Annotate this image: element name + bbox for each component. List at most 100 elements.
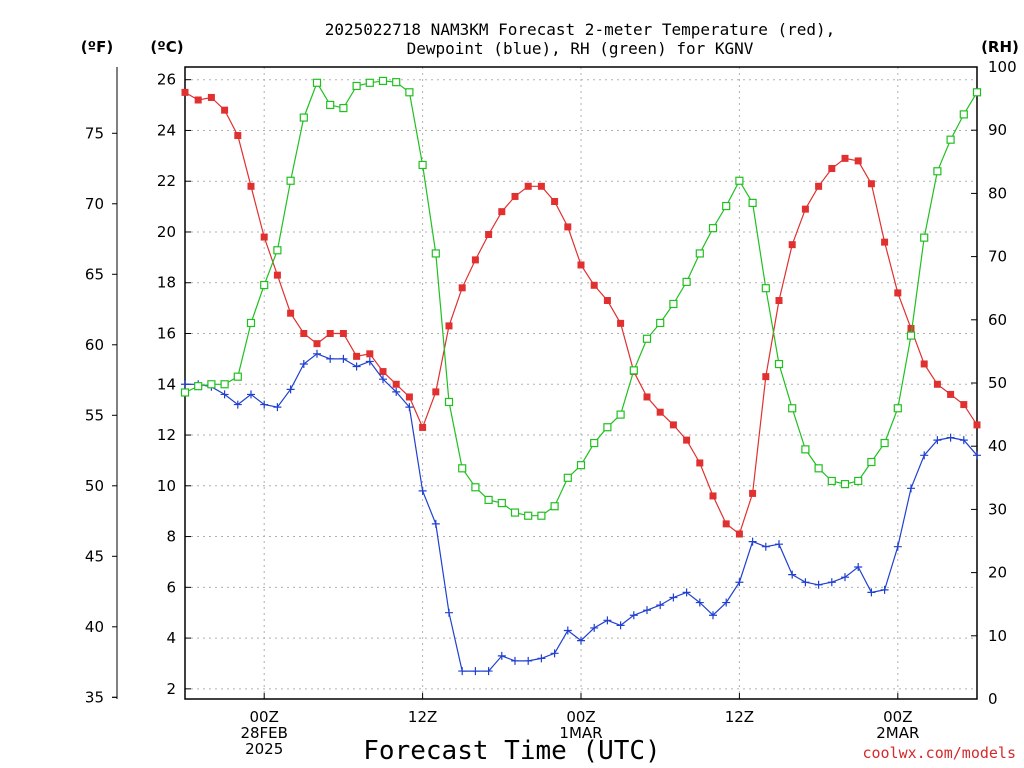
celsius-tick-label: 24 [157, 121, 176, 139]
dewpoint-point [326, 354, 335, 363]
celsius-tick-label: 20 [157, 223, 176, 241]
dewpoint-point [313, 349, 321, 358]
temperature-point [894, 289, 902, 297]
temperature-point [749, 489, 757, 497]
dewpoint-point [511, 656, 519, 665]
rh-point [590, 438, 599, 448]
dewpoint-point [629, 611, 638, 620]
time-tick-label: 28FEB [240, 724, 287, 742]
rh-point [906, 331, 916, 340]
dewpoint-point [392, 387, 401, 396]
temperature-point [643, 393, 651, 401]
dewpoint-point [365, 357, 374, 366]
fahrenheit-tick-label: 70 [85, 195, 104, 213]
rh-point [550, 502, 559, 511]
rh-point [748, 198, 757, 207]
dewpoint-point [286, 385, 295, 394]
credit-text: coolwx.com/models [862, 744, 1016, 762]
fahrenheit-axis: 35 40 45 50 55 60 65 70 75 [85, 124, 117, 706]
temperature-point [564, 223, 572, 231]
temperature-point [709, 492, 717, 500]
dewpoint-point [247, 390, 255, 399]
rh-point [326, 100, 335, 110]
rh-point [880, 438, 889, 448]
rh-point [946, 135, 955, 144]
rh-point [788, 404, 797, 413]
dewpoint-point [907, 484, 915, 493]
rh-point [761, 284, 770, 293]
temperature-point [511, 192, 519, 200]
celsius-tick-label: 4 [166, 629, 176, 647]
dewpoint-point [352, 362, 361, 371]
temperature-point [867, 180, 875, 188]
rh-point [299, 113, 308, 122]
dewpoint-point [735, 578, 744, 587]
dewpoint-point [880, 585, 889, 594]
dewpoint-point [484, 667, 493, 676]
rh-point [774, 359, 784, 369]
rh-point [656, 318, 665, 328]
fahrenheit-tick-label: 55 [85, 406, 104, 424]
series [180, 76, 982, 676]
dewpoint-point [524, 656, 533, 665]
rh-tick-label: 60 [988, 311, 1007, 329]
dewpoint-point [445, 608, 453, 617]
rh-point [431, 249, 440, 258]
dewpoint-point [590, 623, 599, 632]
dewpoint-point [973, 451, 981, 460]
dewpoint-point [933, 436, 942, 445]
temperature-point [247, 182, 255, 190]
temperature-point [498, 208, 506, 216]
rh-point [537, 511, 546, 520]
temperature-point [854, 157, 862, 165]
rh-point [669, 299, 678, 309]
dewpoint-point [841, 573, 849, 582]
celsius-tick-label: 2 [166, 680, 176, 698]
celsius-tick-label: 16 [157, 325, 176, 343]
temperature-point [194, 96, 202, 104]
dewpoint-point [709, 611, 717, 620]
dewpoint-point [339, 354, 348, 363]
temperature-point [551, 198, 559, 206]
rh-point [458, 464, 467, 473]
temperature-point [947, 390, 955, 398]
celsius-unit-label: (ºC) [150, 38, 183, 56]
rh-point [722, 201, 731, 211]
rh-point [233, 372, 242, 381]
rh-point [735, 176, 744, 185]
temperature-point [960, 401, 968, 409]
dewpoint-point [550, 649, 559, 658]
fahrenheit-tick-label: 45 [85, 547, 104, 565]
rh-unit-label: (RH) [981, 38, 1019, 56]
time-tick-label: 00Z [566, 708, 595, 726]
rh-tick-label: 30 [988, 500, 1007, 518]
temperature-point [973, 421, 981, 429]
rh-point [392, 78, 401, 87]
rh-point [405, 88, 414, 97]
dewpoint-point [577, 636, 585, 645]
temperature-point [260, 233, 268, 241]
temperature-point [590, 281, 598, 289]
celsius-tick-label: 22 [157, 172, 176, 190]
fahrenheit-tick-label: 75 [85, 124, 104, 142]
rh-point [682, 277, 691, 286]
temperature-point [603, 297, 611, 305]
rh-tick-label: 80 [988, 184, 1007, 202]
rh-point [484, 495, 493, 505]
rh-point [352, 81, 361, 91]
temperature-point [683, 436, 691, 444]
dewpoint-point [669, 593, 678, 602]
dewpoint-point [379, 375, 387, 384]
rh-tick-label: 100 [988, 58, 1017, 76]
rh-point [827, 476, 836, 486]
rh-point [708, 224, 718, 233]
temperature-point [366, 350, 374, 358]
dewpoint-point [801, 578, 810, 587]
dewpoint-point [695, 598, 704, 607]
rh-point [603, 423, 612, 432]
temperature-point [881, 238, 889, 246]
dewpoint-point [946, 433, 955, 442]
temperature-point [656, 408, 664, 416]
time-tick-label: 12Z [725, 708, 754, 726]
